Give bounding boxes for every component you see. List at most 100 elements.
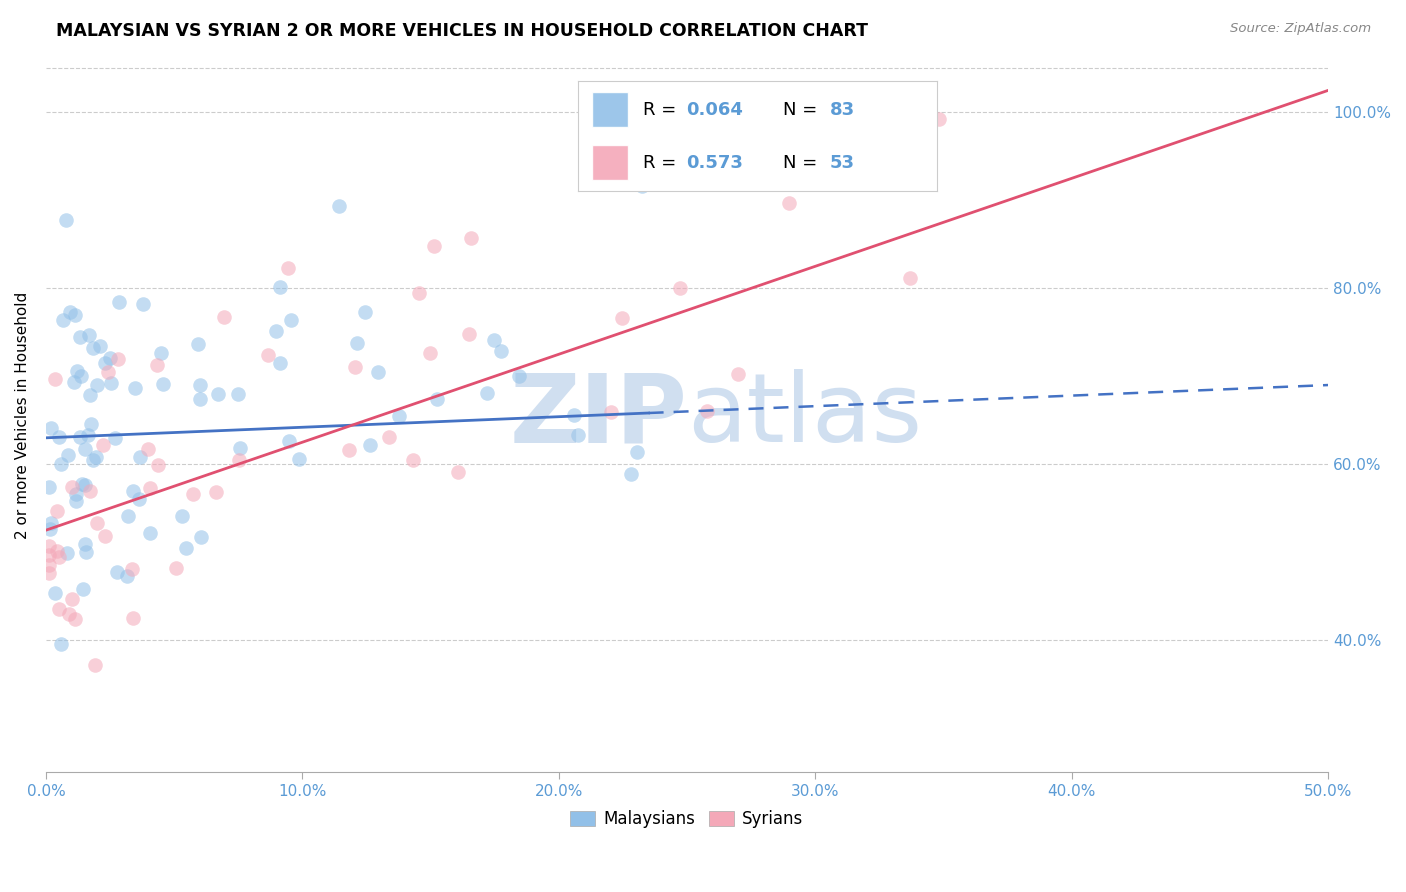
Point bbox=[152, 376, 174, 391]
Point bbox=[72, 582, 94, 596]
Point bbox=[48, 601, 70, 615]
Point bbox=[447, 465, 470, 479]
Point bbox=[146, 358, 169, 372]
Point bbox=[44, 586, 66, 600]
Point bbox=[93, 529, 115, 543]
Point bbox=[52, 313, 75, 327]
Point bbox=[696, 404, 718, 418]
Point bbox=[778, 196, 800, 211]
Point bbox=[59, 305, 82, 319]
Point bbox=[188, 377, 211, 392]
Point bbox=[77, 328, 100, 343]
Point bbox=[277, 261, 299, 276]
Point bbox=[257, 348, 280, 362]
Point bbox=[107, 352, 129, 367]
Point bbox=[75, 545, 97, 559]
Point bbox=[419, 346, 441, 360]
Point bbox=[55, 213, 77, 227]
Point bbox=[66, 364, 89, 378]
Point bbox=[108, 294, 131, 309]
Point bbox=[174, 541, 197, 556]
Point bbox=[65, 494, 87, 508]
Point bbox=[79, 387, 101, 401]
Point bbox=[148, 458, 170, 472]
Point bbox=[928, 112, 950, 127]
Point bbox=[38, 566, 60, 580]
Point bbox=[82, 341, 104, 355]
Point bbox=[121, 562, 143, 576]
Point bbox=[104, 431, 127, 445]
Point bbox=[38, 480, 60, 494]
Point bbox=[70, 368, 93, 383]
Point bbox=[86, 516, 108, 530]
Point bbox=[49, 457, 72, 471]
Text: ZIP: ZIP bbox=[509, 369, 688, 462]
Point bbox=[73, 442, 96, 457]
Point bbox=[367, 365, 389, 379]
Point bbox=[84, 450, 107, 464]
Point bbox=[38, 558, 60, 572]
Point bbox=[269, 279, 291, 293]
Point bbox=[460, 230, 482, 244]
Point bbox=[190, 530, 212, 544]
Point bbox=[39, 522, 62, 536]
Point bbox=[508, 369, 530, 384]
Point bbox=[188, 392, 211, 406]
Point bbox=[117, 568, 139, 582]
Point bbox=[337, 442, 360, 457]
Point bbox=[402, 452, 425, 467]
Point bbox=[38, 548, 60, 562]
Point bbox=[63, 308, 86, 322]
Legend: Malaysians, Syrians: Malaysians, Syrians bbox=[564, 804, 810, 835]
Point bbox=[567, 428, 589, 442]
Point bbox=[39, 516, 62, 530]
Point bbox=[75, 537, 97, 551]
Point bbox=[65, 487, 87, 501]
Point bbox=[69, 430, 91, 444]
Point bbox=[91, 438, 114, 452]
Point bbox=[138, 481, 160, 495]
Point bbox=[48, 430, 70, 444]
Point bbox=[76, 428, 98, 442]
Point bbox=[63, 376, 86, 390]
Point bbox=[79, 417, 101, 432]
Point bbox=[97, 365, 120, 379]
Point bbox=[354, 304, 377, 318]
Point bbox=[889, 96, 911, 111]
Point bbox=[69, 330, 91, 344]
Point bbox=[94, 356, 117, 370]
Point bbox=[378, 430, 401, 444]
Point bbox=[60, 480, 83, 494]
Point bbox=[46, 544, 69, 558]
Point bbox=[86, 378, 108, 392]
Point bbox=[100, 376, 122, 390]
Point bbox=[228, 441, 250, 455]
Point bbox=[139, 526, 162, 541]
Point bbox=[482, 333, 505, 347]
Text: atlas: atlas bbox=[688, 369, 922, 462]
Point bbox=[346, 335, 368, 350]
Point bbox=[600, 405, 623, 419]
Point bbox=[132, 297, 155, 311]
Point bbox=[343, 360, 366, 375]
Point bbox=[457, 327, 479, 342]
Point bbox=[73, 477, 96, 491]
Point bbox=[55, 545, 77, 559]
Point bbox=[360, 438, 382, 452]
Point bbox=[187, 337, 209, 351]
Point bbox=[46, 504, 69, 518]
Point bbox=[82, 453, 104, 467]
Point bbox=[489, 343, 512, 358]
Point bbox=[408, 286, 430, 301]
Point bbox=[562, 409, 585, 423]
Point bbox=[63, 612, 86, 626]
Text: Source: ZipAtlas.com: Source: ZipAtlas.com bbox=[1230, 22, 1371, 36]
Point bbox=[136, 442, 159, 456]
Point bbox=[426, 392, 449, 406]
Point bbox=[475, 385, 498, 400]
Point bbox=[38, 539, 60, 553]
Point bbox=[669, 281, 692, 295]
Point bbox=[84, 658, 107, 673]
Point bbox=[620, 467, 643, 482]
Point bbox=[121, 484, 143, 499]
